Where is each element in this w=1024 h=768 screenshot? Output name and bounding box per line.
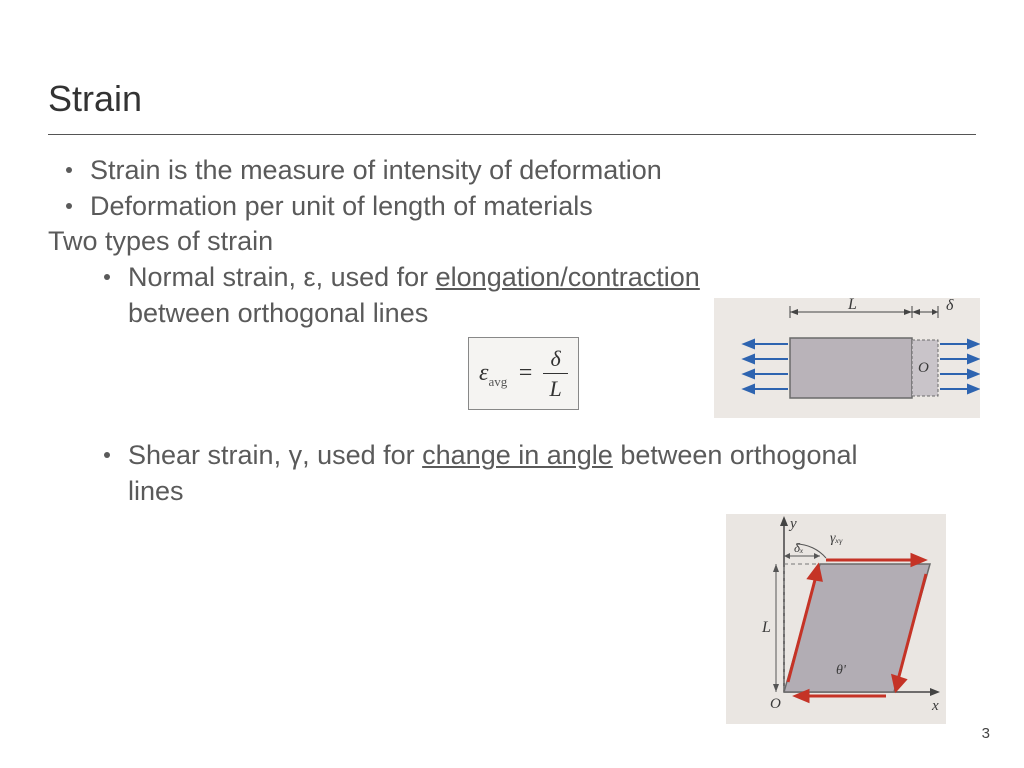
- label-y: y: [788, 516, 797, 532]
- formula-lhs-sub: avg: [488, 373, 507, 388]
- label-L: L: [761, 619, 771, 636]
- bullet-2: Deformation per unit of length of materi…: [48, 189, 976, 225]
- bullet-4-part-a: Shear strain, γ, used for: [128, 440, 422, 470]
- bullet-dot-icon: [66, 203, 72, 209]
- bullet-3-part-c: between orthogonal lines: [128, 298, 428, 328]
- bullet-2-text: Deformation per unit of length of materi…: [90, 189, 593, 225]
- formula-numerator: δ: [543, 344, 567, 374]
- page-title: Strain: [48, 78, 976, 120]
- bullet-dot-icon: [104, 274, 110, 280]
- label-x: x: [931, 698, 939, 714]
- label-L: L: [847, 298, 857, 313]
- label-delta: δ: [946, 298, 954, 314]
- elongation-svg: L δ O: [714, 298, 980, 418]
- bullet-dot-icon: [66, 167, 72, 173]
- bullet-4-underline: change in angle: [422, 440, 613, 470]
- shear-svg: y x O L γₓᵧ δₓ: [726, 514, 946, 724]
- label-O: O: [918, 360, 929, 376]
- bullet-1-text: Strain is the measure of intensity of de…: [90, 153, 662, 189]
- label-deltax: δₓ: [794, 540, 804, 555]
- formula-denominator: L: [543, 374, 567, 403]
- bullet-3-text: Normal strain, ε, used for elongation/co…: [128, 260, 748, 331]
- bullet-4: Shear strain, γ, used for change in angl…: [48, 438, 976, 509]
- bullet-3-part-a: Normal strain, ε, used for: [128, 262, 436, 292]
- title-rule: [48, 134, 976, 135]
- subheading-two-types: Two types of strain: [48, 224, 976, 260]
- bullet-1: Strain is the measure of intensity of de…: [48, 153, 976, 189]
- theta-label: θ': [836, 663, 847, 678]
- bullet-3-underline: elongation/contraction: [436, 262, 700, 292]
- label-gamma: γₓᵧ: [830, 531, 843, 546]
- slide: Strain Strain is the measure of intensit…: [0, 0, 1024, 768]
- bullet-4-text: Shear strain, γ, used for change in angl…: [128, 438, 868, 509]
- normal-strain-formula: εavg = δ L: [468, 337, 579, 410]
- bullet-dot-icon: [104, 452, 110, 458]
- elongation-diagram: L δ O: [714, 298, 980, 418]
- page-number: 3: [982, 725, 990, 742]
- equals-sign: =: [517, 360, 533, 386]
- shear-diagram: y x O L γₓᵧ δₓ: [726, 514, 946, 724]
- label-O: O: [770, 696, 781, 712]
